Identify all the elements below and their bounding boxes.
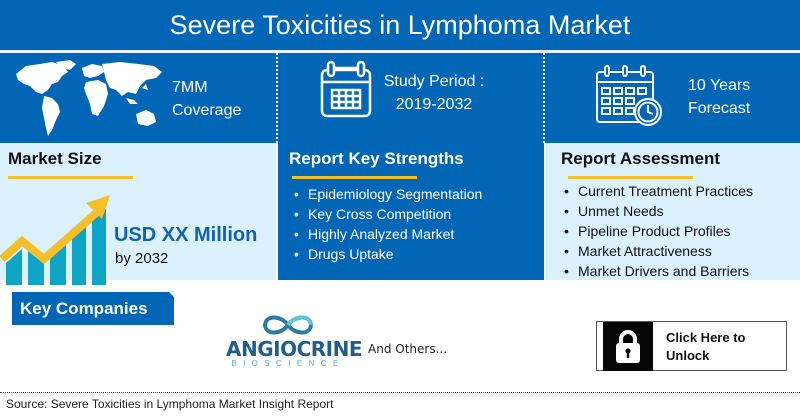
unlock-button[interactable]: Click Here to Unlock [596,321,787,371]
logo-name: ANGIOCRINE [226,337,363,361]
assessment-list: Current Treatment Practices Unmet Needs … [564,181,753,281]
growth-chart-icon [0,195,110,285]
logo-subtitle: BIOSCIENCE [231,359,345,368]
angiocrine-logo: ANGIOCRINE BIOSCIENCE [226,312,363,370]
key-strengths-list: Epidemiology Segmentation Key Cross Comp… [294,184,482,264]
coverage-value: 7MM [172,79,208,96]
list-item: Unmet Needs [564,201,753,221]
heading-underline [292,176,417,179]
stat-divider [543,53,545,143]
list-item: Market Drivers and Barriers [564,261,753,281]
market-size-year: by 2032 [115,250,169,267]
unlock-label: Click Here to Unlock [666,329,745,365]
unlock-label-line2: Unlock [666,348,710,363]
coverage-label: Coverage [172,102,242,119]
market-size-value: USD XX Million [114,224,258,246]
top-banner: Severe Toxicities in Lymphoma Market 7MM… [0,0,800,143]
heading-underline [8,176,133,179]
lock-icon [616,330,640,363]
unlock-label-line1: Click Here to [666,330,746,345]
list-item: Drugs Uptake [294,244,482,264]
coverage-stat: 7MM Coverage [172,76,241,122]
key-strengths-heading: Report Key Strengths [289,149,464,168]
list-item: Key Cross Competition [294,204,482,224]
lock-icon-box [603,322,653,371]
heading-underline [568,176,693,179]
list-item: Current Treatment Practices [564,181,753,201]
forecast-value: 10 Years [688,77,751,94]
key-companies-heading: Key Companies [12,292,174,325]
assessment-panel: Report Assessment Current Treatment Prac… [546,143,800,281]
others-text: And Others... [368,342,448,356]
market-size-panel: Market Size USD XX Million by 2032 [0,143,276,285]
source-text: Source: Severe Toxicities in Lymphoma Ma… [6,397,334,411]
list-item: Market Attractiveness [564,241,753,261]
title-divider [0,50,800,53]
page-title: Severe Toxicities in Lymphoma Market [169,10,631,40]
infinity-icon [262,315,314,335]
footer-divider [0,392,800,393]
market-size-heading: Market Size [8,149,102,168]
world-map-icon [16,60,162,136]
key-strengths-panel: Report Key Strengths Epidemiology Segmen… [278,143,544,280]
forecast-stat: 10 Years Forecast [688,74,750,120]
study-period-label: Study Period : [383,73,485,90]
study-period-stat: Study Period : 2019-2032 [380,70,488,116]
list-item: Highly Analyzed Market [294,224,482,244]
stat-divider [276,53,278,143]
study-period-value: 2019-2032 [395,96,473,113]
assessment-heading: Report Assessment [561,149,721,168]
list-item: Epidemiology Segmentation [294,184,482,204]
forecast-label: Forecast [688,100,751,117]
calendar-clock-icon [596,65,662,126]
list-item: Pipeline Product Profiles [564,221,753,241]
calendar-icon [320,60,372,118]
